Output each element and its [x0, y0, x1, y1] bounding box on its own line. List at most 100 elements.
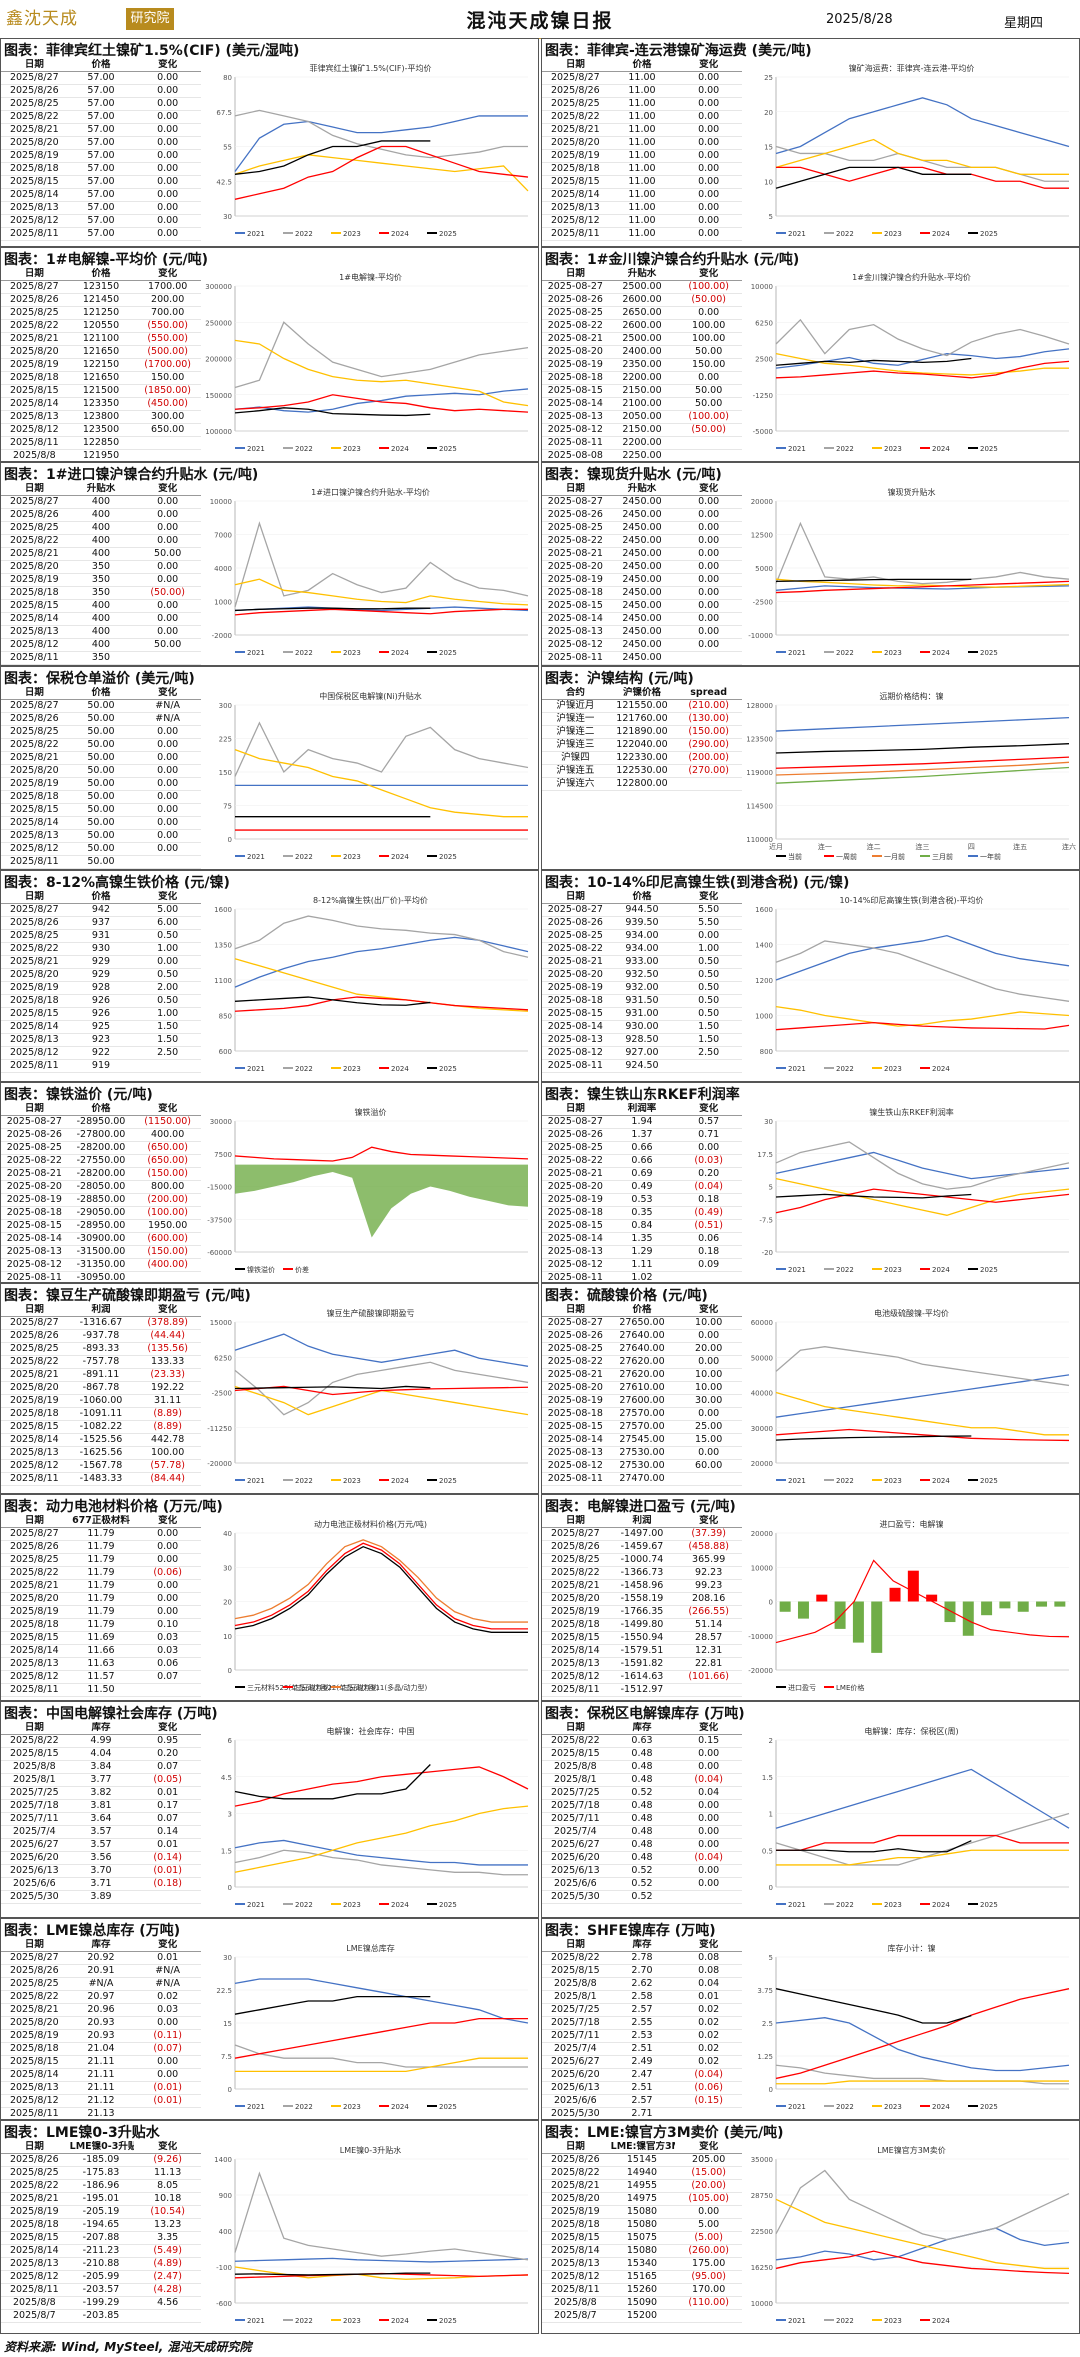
series-line	[234, 1539, 528, 1623]
table-row: 2025/6/20 3.56 (0.14)	[1, 1851, 201, 1865]
table-cell: -199.29	[67, 2296, 135, 2310]
table-cell: 2025-08-27	[542, 1316, 609, 1330]
table-cell: 2025/8/12	[1, 423, 68, 437]
table-cell: 2025/8/25	[1, 97, 68, 111]
table-cell: -1091.11	[67, 1407, 135, 1421]
table-cell: 0.50	[675, 955, 742, 969]
table-cell: 2025-08-18	[542, 1206, 609, 1220]
table-cell: 0.00	[675, 2205, 742, 2219]
table-cell: 122150	[67, 358, 135, 372]
table-row: 2025/8/19 -205.19 (10.54)	[1, 2205, 201, 2219]
table-cell: 2025/8/25	[542, 1553, 609, 1567]
table-cell: 57.00	[67, 110, 135, 124]
data-table: 日期 价格 变化 2025/8/27 11.00 0.00 2025/8/26 11.00 0.…	[542, 59, 742, 241]
table-cell: 3.82	[67, 1786, 135, 1800]
table-cell: 0.00	[134, 764, 201, 778]
table-cell: 2025/8/11	[1, 855, 68, 869]
legend-label: 2023	[884, 445, 902, 453]
table-cell: 0.63	[608, 1734, 676, 1748]
table-row: 2025/8/11 15260 170.00	[542, 2283, 742, 2297]
table-row: 2025/8/22 -757.78 133.33	[1, 1355, 201, 1369]
table-cell: 2025/8/15	[1, 803, 68, 817]
chart-title: 1#金川镍沪镍合约升贴水-平均价	[852, 272, 971, 282]
y-tick-label: -2500	[753, 599, 773, 607]
table-cell: 2025/8/22	[1, 942, 68, 956]
table-cell: (150.00)	[134, 1245, 201, 1259]
chart-title: 10-14%印尼高镍生铁(到港含税)-平均价	[840, 895, 984, 905]
table-cell: 2025-08-19	[542, 1193, 609, 1207]
table-cell: 2025-08-12	[1, 1258, 68, 1272]
table-cell: 0.57	[675, 1115, 742, 1129]
table-cell: 2025/8/18	[1, 162, 68, 176]
table-cell: 沪镍连一	[542, 712, 609, 726]
table-row: 2025/8/26 57.00 0.00	[1, 84, 201, 98]
series-line	[234, 154, 529, 192]
table-cell: (135.56)	[134, 1342, 201, 1356]
chart-title: LME镍0-3升贴水	[340, 2145, 401, 2155]
table-cell: 50.00	[67, 725, 135, 739]
table-cell	[134, 436, 201, 450]
table-cell: 10.18	[134, 2192, 201, 2206]
table-cell: (37.39)	[675, 1527, 742, 1541]
legend-label: 2022	[836, 2317, 854, 2325]
table-cell: 2025/8/1	[542, 1773, 609, 1787]
table-cell: 92.23	[675, 1566, 742, 1580]
series-line	[234, 1805, 529, 1873]
table-cell: 150.00	[134, 371, 201, 385]
table-cell: 2025/8/25	[1, 2166, 68, 2180]
table-cell	[675, 2309, 742, 2323]
table-row: 2025/8/12 400 50.00	[1, 638, 201, 652]
table-cell: 121650	[67, 345, 135, 359]
table-cell: 2025/8/25	[1, 725, 68, 739]
table-row: 2025/8/15 400 0.00	[1, 599, 201, 613]
table-cell: 0.03	[134, 2003, 201, 2017]
table-cell: 2025/8/18	[542, 2218, 609, 2232]
y-tick-label: 10	[764, 178, 773, 186]
table-cell: 121550.00	[608, 699, 676, 713]
table-cell: 0.00	[675, 110, 742, 124]
series-line	[234, 996, 431, 1006]
table-row: 2025/8/12 -1614.63 (101.66)	[542, 1670, 742, 1684]
table-row: 2025-08-19 -28850.00 (200.00)	[1, 1193, 201, 1207]
series-line	[776, 1840, 972, 1853]
table-cell: 2025/8/26	[1, 1329, 68, 1343]
y-tick-label: 119000	[746, 769, 773, 777]
table-cell: 沪镍连六	[542, 777, 609, 791]
y-tick-label: 3	[228, 1811, 232, 1819]
chart-p12: 镍生铁山东RKEF利润率 -20 -7.5 5 17.5 30 2021 2022 2023 20…	[746, 1103, 1077, 1280]
table-row: 2025/8/27 123150 1700.00	[1, 280, 201, 294]
table-cell: 2025/8/25	[1, 521, 68, 535]
table-cell: 2025-08-12	[542, 1046, 609, 1060]
table-cell: 11.57	[67, 1670, 135, 1684]
table-cell: (20.00)	[675, 2179, 742, 2193]
table-cell: (0.49)	[675, 1206, 742, 1220]
table-row: 2025-08-19 0.53 0.18	[542, 1193, 742, 1207]
legend-label: 2024	[932, 649, 950, 657]
table-row: 2025/8/20 50.00 0.00	[1, 764, 201, 778]
table-cell: 2025/8/18	[542, 162, 609, 176]
table-cell: 2025/8/11	[1, 227, 68, 241]
table-cell: (266.55)	[675, 1605, 742, 1619]
column-header: 库存	[608, 1939, 676, 1952]
table-cell: 0.00	[134, 738, 201, 752]
table-cell: 2025/8/20	[1, 968, 68, 982]
table-cell: 2025-08-27	[1, 1115, 68, 1129]
series-line	[775, 1435, 972, 1441]
table-row: 2025/8/13 400 0.00	[1, 625, 201, 639]
table-cell: 57.00	[67, 123, 135, 137]
series-line	[775, 2227, 1070, 2261]
panel-p21: 图表：LME镍0-3升贴水日期LME镍0-3升贴水变化2025/8/26-185…	[0, 2120, 539, 2334]
table-cell: -186.96	[67, 2179, 135, 2193]
chart-title: 1#进口镍沪镍合约升贴水-平均价	[311, 487, 430, 497]
table-cell: 923	[67, 1033, 135, 1047]
y-tick-label: -10000	[748, 1633, 773, 1641]
table-cell: 0.00	[134, 227, 201, 241]
y-tick-label: 28750	[751, 2192, 773, 2200]
table-cell: 0.00	[134, 149, 201, 163]
y-tick-label: 150	[219, 769, 232, 777]
table-cell: -28950.00	[67, 1219, 135, 1233]
table-row: 2025-08-20 -28050.00 800.00	[1, 1180, 201, 1194]
table-row: 2025-08-22 934.00 1.00	[542, 942, 742, 956]
table-cell: 2025/8/27	[1, 1951, 68, 1965]
series-line	[234, 2257, 529, 2263]
